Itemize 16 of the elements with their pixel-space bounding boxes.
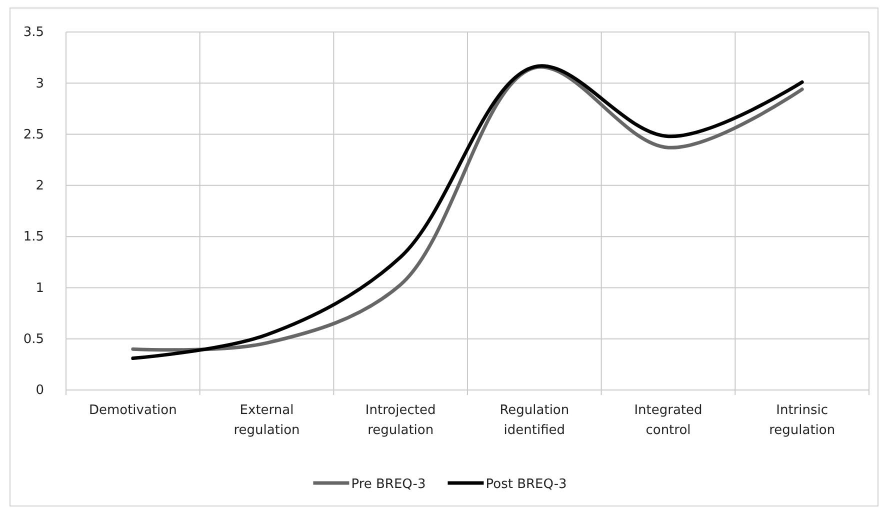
y-tick-label: 1.5 — [23, 230, 44, 245]
legend-label: Pre BREQ-3 — [351, 477, 426, 492]
y-tick-label: 2.5 — [23, 127, 44, 142]
y-tick-label: 2 — [36, 178, 44, 194]
y-tick-label: 0.5 — [23, 332, 44, 348]
x-tick-label: Intrinsic regulation — [769, 403, 836, 438]
x-tick-label: Introjected regulation — [365, 403, 436, 438]
y-tick-label: 3 — [36, 76, 44, 92]
y-tick-label: 1 — [36, 280, 44, 296]
legend-label: Post BREQ-3 — [486, 477, 567, 492]
x-tick-label: Demotivation — [88, 403, 177, 418]
y-tick-label: 0 — [36, 383, 44, 398]
x-tick-label: Regulation identified — [500, 403, 570, 438]
x-tick-label: External regulation — [234, 403, 300, 438]
x-tick-label: Integrated control — [634, 403, 702, 438]
y-tick-label: 3.5 — [23, 25, 44, 40]
